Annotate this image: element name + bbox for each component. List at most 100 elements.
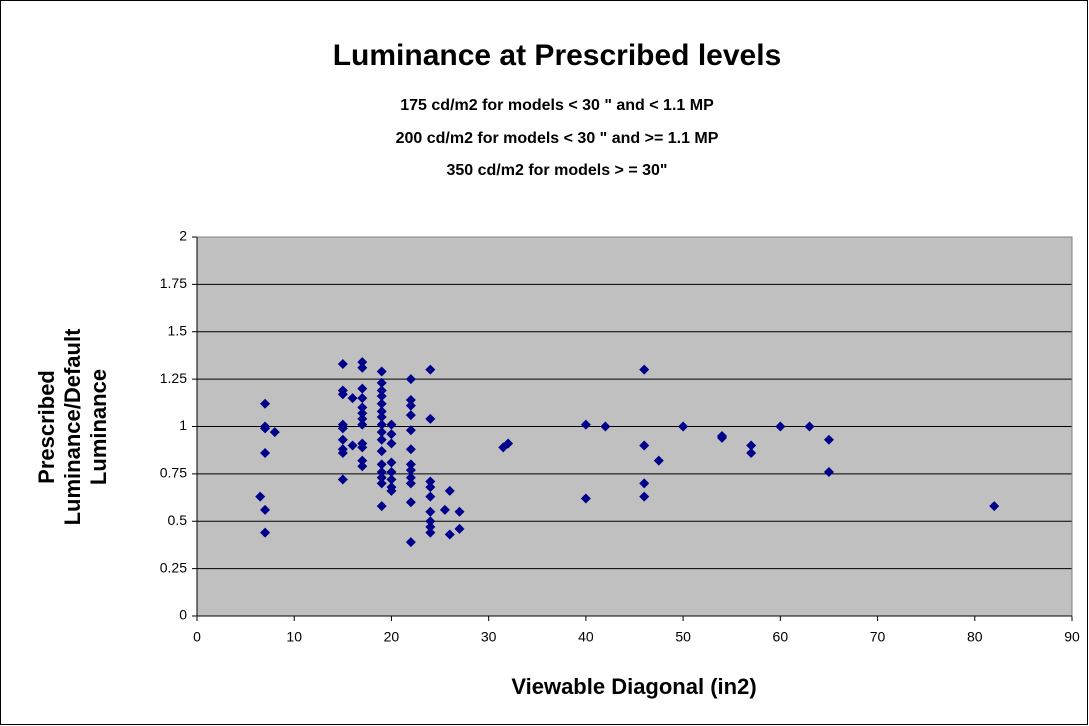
point xyxy=(444,529,455,540)
y-axis-label: Prescribed Luminance/Default Luminance xyxy=(34,328,111,525)
point xyxy=(405,394,416,405)
point xyxy=(425,476,436,487)
subtitle: 175 cd/m2 for models < 30 " and < 1.1 MP xyxy=(400,97,714,114)
point xyxy=(376,406,387,417)
point xyxy=(439,504,450,515)
point xyxy=(600,421,611,432)
y-tick-label: 1 xyxy=(179,417,187,433)
y-tick-label: 0.75 xyxy=(160,465,187,481)
point xyxy=(425,413,436,424)
point xyxy=(425,521,436,532)
point xyxy=(386,485,397,496)
point xyxy=(386,466,397,477)
point xyxy=(386,438,397,449)
x-tick-label: 80 xyxy=(967,629,983,645)
point xyxy=(823,466,834,477)
point xyxy=(357,442,368,453)
point xyxy=(376,377,387,388)
y-tick-label: 0 xyxy=(179,607,187,623)
x-tick-label: 50 xyxy=(675,629,691,645)
point xyxy=(746,440,757,451)
point xyxy=(376,398,387,409)
y-axis-label-line: Prescribed xyxy=(34,370,59,484)
point xyxy=(405,374,416,385)
point xyxy=(405,410,416,421)
point xyxy=(376,501,387,512)
point xyxy=(376,466,387,477)
point xyxy=(337,434,348,445)
point xyxy=(337,448,348,459)
point xyxy=(775,421,786,432)
point xyxy=(405,459,416,470)
point xyxy=(337,389,348,400)
y-tick-label: 1.25 xyxy=(160,370,187,386)
point xyxy=(405,444,416,455)
x-tick-label: 60 xyxy=(773,629,789,645)
point xyxy=(337,474,348,485)
x-tick-label: 20 xyxy=(384,629,400,645)
x-axis-label: Viewable Diagonal (in2) xyxy=(511,674,756,699)
point xyxy=(639,491,650,502)
point xyxy=(376,366,387,377)
point xyxy=(260,423,271,434)
point xyxy=(337,358,348,369)
point xyxy=(405,497,416,508)
point xyxy=(376,459,387,470)
point xyxy=(376,419,387,430)
point xyxy=(376,478,387,489)
point xyxy=(255,491,266,502)
x-tick-label: 10 xyxy=(286,629,302,645)
point xyxy=(376,434,387,445)
point xyxy=(386,457,397,468)
point xyxy=(989,501,1000,512)
point xyxy=(386,474,397,485)
point xyxy=(386,419,397,430)
point xyxy=(357,408,368,419)
x-tick-label: 70 xyxy=(870,629,886,645)
point xyxy=(260,448,271,459)
point xyxy=(405,537,416,548)
point xyxy=(376,412,387,423)
point xyxy=(678,421,689,432)
point xyxy=(503,438,514,449)
point xyxy=(376,391,387,402)
point xyxy=(444,485,455,496)
point xyxy=(376,472,387,483)
point xyxy=(425,364,436,375)
subtitle: 350 cd/m2 for models > = 30" xyxy=(446,162,667,179)
point xyxy=(405,472,416,483)
point xyxy=(357,461,368,472)
point xyxy=(580,419,591,430)
point xyxy=(260,527,271,538)
point xyxy=(357,413,368,424)
point xyxy=(376,427,387,438)
point xyxy=(580,493,591,504)
chart-title: Luminance at Prescribed levels xyxy=(333,39,782,72)
subtitle: 200 cd/m2 for models < 30 " and >= 1.1 M… xyxy=(396,130,719,147)
point xyxy=(376,446,387,457)
point xyxy=(405,478,416,489)
x-tick-label: 40 xyxy=(578,629,594,645)
point xyxy=(357,383,368,394)
point xyxy=(405,400,416,411)
point xyxy=(260,504,271,515)
point xyxy=(425,482,436,493)
y-tick-label: 1.75 xyxy=(160,275,187,291)
point xyxy=(347,393,358,404)
x-tick-label: 90 xyxy=(1064,629,1080,645)
y-axis-label-line: Luminance/Default xyxy=(60,328,85,525)
x-tick-label: 30 xyxy=(481,629,497,645)
point xyxy=(823,434,834,445)
point xyxy=(639,440,650,451)
point xyxy=(357,362,368,373)
point xyxy=(425,527,436,538)
point xyxy=(357,419,368,430)
y-tick-label: 0.5 xyxy=(168,512,188,528)
point xyxy=(337,423,348,434)
point xyxy=(804,421,815,432)
point xyxy=(454,506,465,517)
x-tick-label: 0 xyxy=(193,629,201,645)
point xyxy=(357,357,368,368)
point xyxy=(357,393,368,404)
